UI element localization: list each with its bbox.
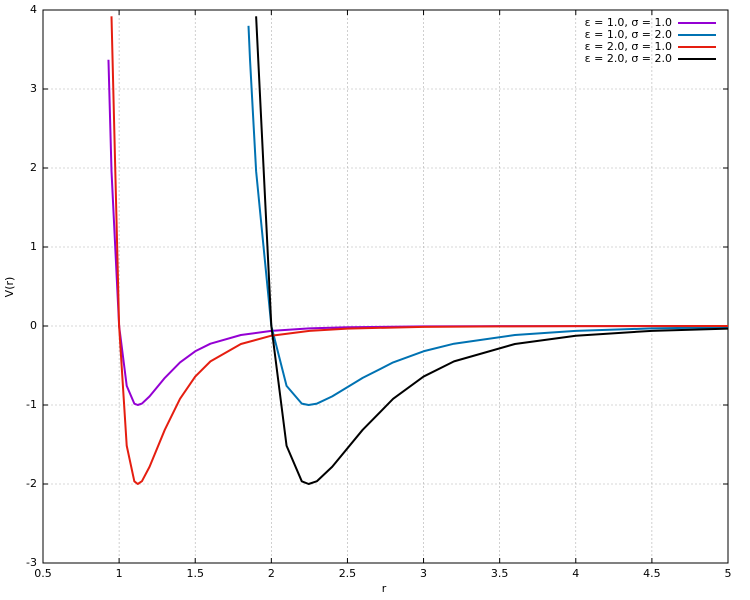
x-tick-label: 1.5 — [186, 567, 204, 580]
y-tick-label: 2 — [30, 161, 37, 174]
legend-label: ε = 1.0, σ = 2.0 — [585, 28, 672, 41]
legend-label: ε = 1.0, σ = 1.0 — [585, 16, 672, 29]
series-line — [110, 16, 728, 485]
x-tick-label: 4.5 — [643, 567, 661, 580]
x-tick-label: 2.5 — [339, 567, 357, 580]
x-tick-label: 0.5 — [34, 567, 52, 580]
x-axis-label: r — [382, 582, 387, 595]
y-tick-label: 1 — [30, 240, 37, 253]
legend-label: ε = 2.0, σ = 1.0 — [585, 40, 672, 53]
y-tick-label: -2 — [26, 477, 37, 490]
y-tick-label: 3 — [30, 82, 37, 95]
x-tick-label: 3 — [420, 567, 427, 580]
y-tick-label: -3 — [26, 556, 37, 569]
legend-label: ε = 2.0, σ = 2.0 — [585, 52, 672, 65]
x-tick-label: 5 — [725, 567, 732, 580]
y-tick-label: 0 — [30, 319, 37, 332]
x-tick-label: 2 — [268, 567, 275, 580]
y-tick-label: -1 — [26, 398, 37, 411]
series-line — [255, 16, 728, 485]
x-tick-label: 4 — [572, 567, 579, 580]
plot-frame — [42, 9, 729, 564]
y-axis-label: V(r) — [3, 277, 16, 298]
x-tick-label: 3.5 — [491, 567, 509, 580]
series-line — [247, 25, 728, 406]
x-tick-label: 1 — [116, 567, 123, 580]
y-tick-label: 4 — [30, 3, 37, 16]
